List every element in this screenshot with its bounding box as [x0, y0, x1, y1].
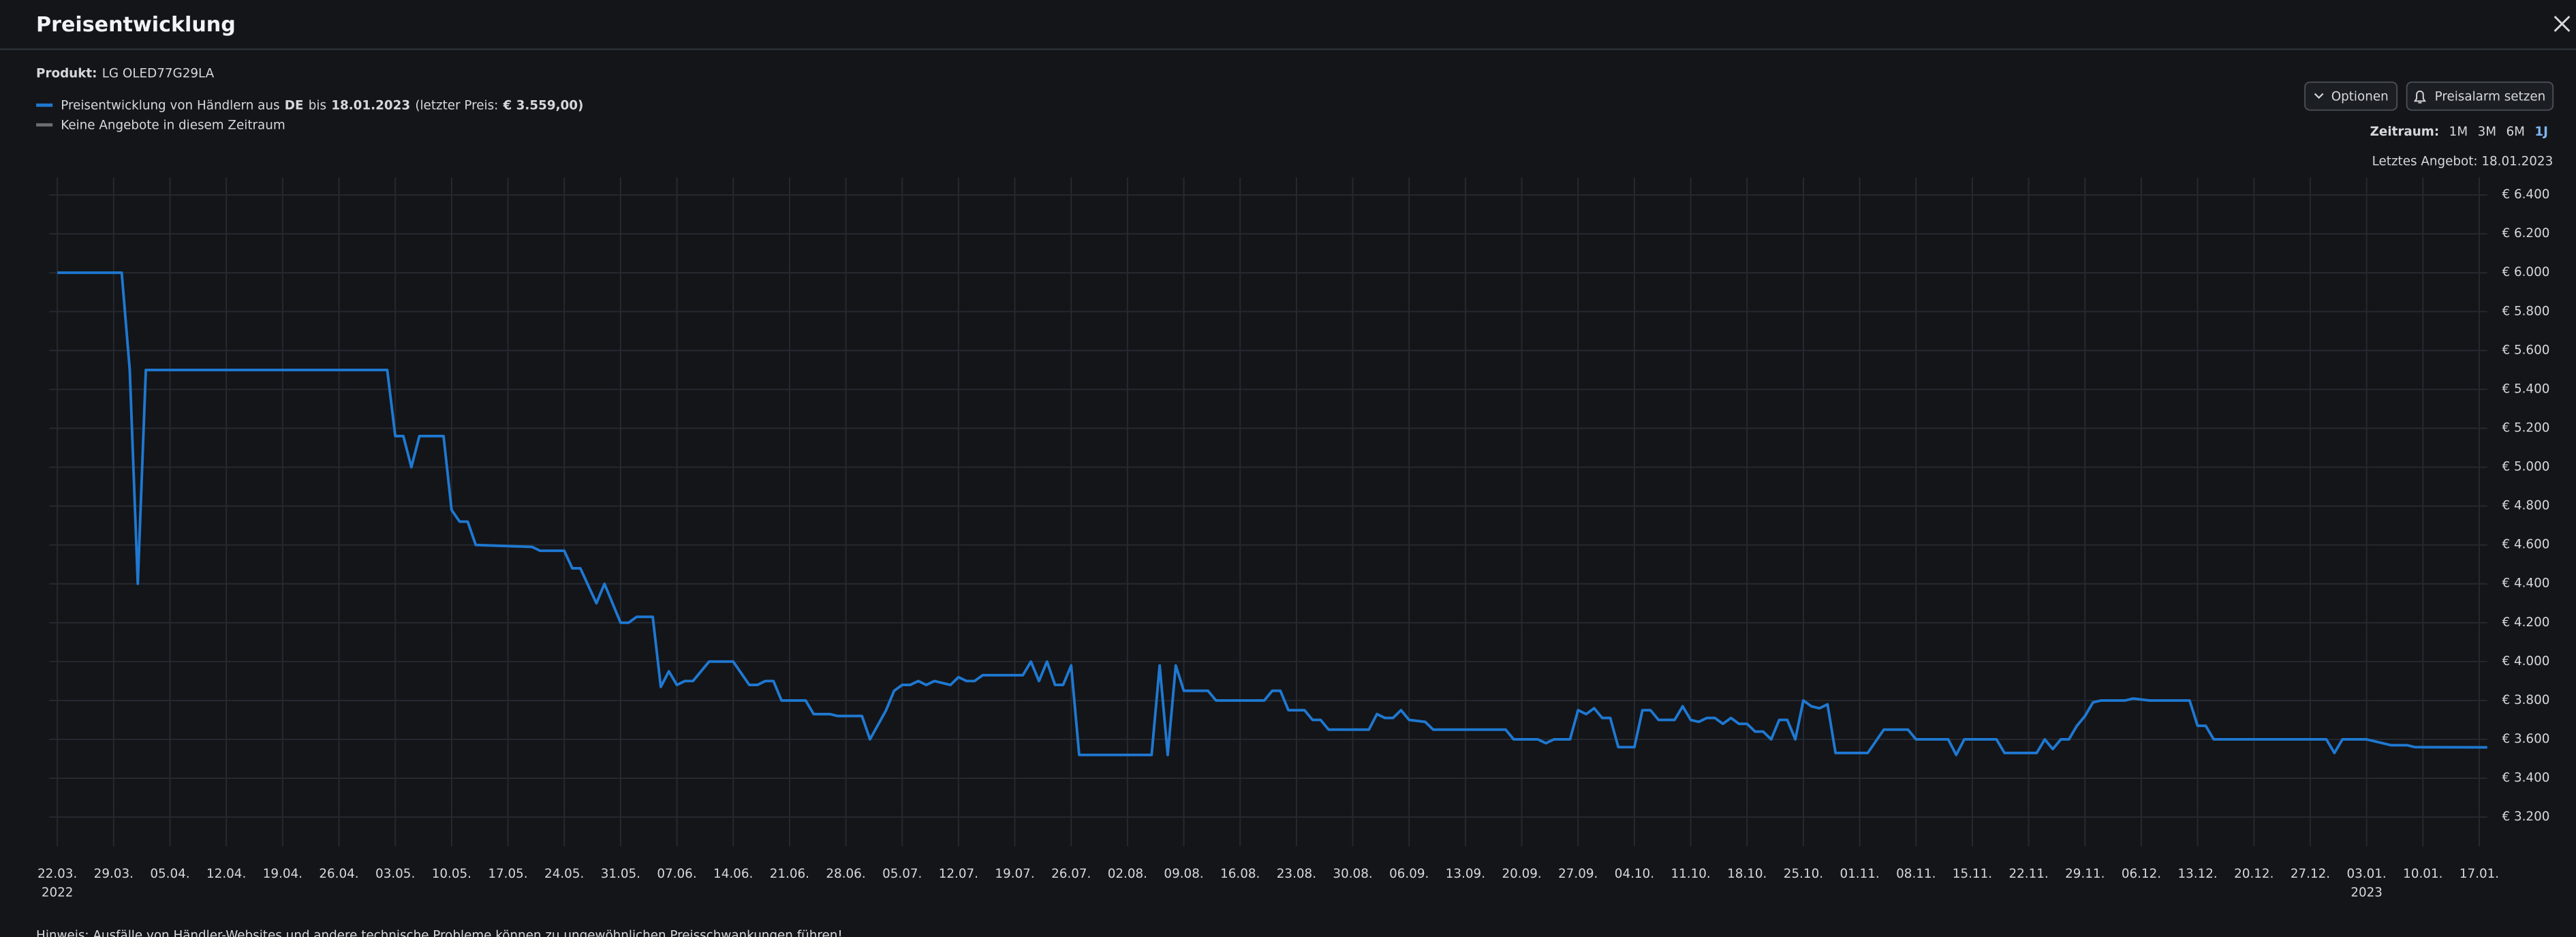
y-tick-label: € 4.200 — [2502, 615, 2549, 630]
legend-detail: € 3.559,00 — [503, 99, 578, 113]
x-tick-label: 10.01. — [2403, 867, 2442, 881]
footer-note: Hinweis: Ausfälle von Händler-Websites u… — [36, 928, 843, 937]
y-tick-label: € 4.800 — [2502, 499, 2549, 513]
x-tick-label: 05.07. — [882, 867, 922, 881]
product-line: Produkt: LG OLED77G29LA — [36, 67, 215, 81]
legend-label: Keine Angebote in diesem Zeitraum — [61, 118, 285, 132]
button-frame[interactable] — [2406, 81, 2554, 111]
product-name: LG OLED77G29LA — [102, 67, 215, 81]
legend-detail: (letzter Preis: — [415, 99, 498, 113]
last-offer: Letztes Angebot: 18.01.2023 — [2372, 155, 2554, 169]
close-button[interactable] — [2554, 16, 2571, 32]
bell-icon[interactable] — [2413, 90, 2426, 104]
y-tick-label: € 3.600 — [2502, 732, 2549, 746]
x-tick-label: 12.07. — [939, 867, 978, 881]
x-tick-label: 26.07. — [1051, 867, 1091, 881]
legend-series-name: Preisentwicklung von Händlern aus — [61, 99, 279, 113]
x-tick-label: 18.10. — [1727, 867, 1767, 881]
button-label[interactable]: Optionen — [2331, 89, 2389, 104]
dialog-title: Preisentwicklung — [36, 13, 236, 37]
legend-detail: ) — [578, 99, 583, 113]
x-tick-label: 22.03. — [37, 867, 77, 881]
x-tick-label: 17.05. — [488, 867, 527, 881]
x-tick-label: 13.12. — [2178, 867, 2218, 881]
y-tick-label: € 6.400 — [2502, 187, 2549, 202]
period-option[interactable]: 1M — [2449, 125, 2468, 139]
x-tick-label: 17.01. — [2459, 867, 2499, 881]
x-tick-label: 05.04. — [150, 867, 189, 881]
close-icon[interactable] — [2554, 16, 2571, 32]
x-tick-label: 13.09. — [1446, 867, 1485, 881]
x-tick-label: 27.12. — [2291, 867, 2330, 881]
y-tick-label: € 5.600 — [2502, 343, 2549, 357]
y-tick-label: € 3.200 — [2502, 810, 2549, 824]
y-tick-label: € 5.400 — [2502, 382, 2549, 396]
x-tick-label: 07.06. — [657, 867, 696, 881]
x-year-label: 2022 — [42, 886, 74, 900]
x-tick-label: 25.10. — [1784, 867, 1823, 881]
x-tick-label: 20.12. — [2234, 867, 2274, 881]
x-tick-label: 22.11. — [2008, 867, 2048, 881]
x-tick-label: 31.05. — [601, 867, 640, 881]
x-tick-label: 24.05. — [544, 867, 584, 881]
x-tick-label: 19.04. — [263, 867, 302, 881]
x-tick-label: 06.12. — [2122, 867, 2161, 881]
y-tick-label: € 5.800 — [2502, 304, 2549, 318]
period-label: Zeitraum: — [2370, 125, 2440, 139]
x-tick-label: 29.03. — [94, 867, 134, 881]
y-tick-label: € 5.200 — [2502, 420, 2549, 435]
period-option[interactable]: 6M — [2507, 125, 2525, 139]
legend-label: Preisentwicklung von Händlern aus DE bis 18… — [61, 99, 583, 113]
x-tick-label: 04.10. — [1615, 867, 1654, 881]
period-option[interactable]: 1J — [2534, 125, 2548, 139]
x-tick-label: 14.06. — [713, 867, 753, 881]
x-tick-label: 28.06. — [826, 867, 865, 881]
price-line — [57, 271, 2487, 756]
x-tick-label: 16.08. — [1220, 867, 1260, 881]
x-tick-label: 19.07. — [995, 867, 1034, 881]
x-tick-label: 30.08. — [1333, 867, 1372, 881]
x-tick-label: 09.08. — [1164, 867, 1203, 881]
x-tick-label: 27.09. — [1558, 867, 1598, 881]
legend-detail: 18.01.2023 — [331, 99, 410, 113]
x-tick-label: 03.01. — [2347, 867, 2387, 881]
x-tick-label: 08.11. — [1896, 867, 1936, 881]
x-tick-label: 23.08. — [1277, 867, 1316, 881]
x-tick-label: 10.05. — [432, 867, 471, 881]
button-frame[interactable] — [2304, 81, 2398, 111]
button-label[interactable]: Preisalarm setzen — [2435, 89, 2546, 104]
product-label: Produkt: — [36, 67, 97, 81]
y-tick-label: € 6.000 — [2502, 265, 2549, 279]
x-tick-label: 15.11. — [1953, 867, 1992, 881]
x-tick-label: 06.09. — [1389, 867, 1429, 881]
legend-detail: bis — [309, 99, 326, 113]
x-tick-label: 26.04. — [319, 867, 358, 881]
y-tick-label: € 6.200 — [2502, 226, 2549, 241]
price-alert-button[interactable]: Preisalarm setzen — [2406, 81, 2554, 111]
x-tick-label: 29.11. — [2065, 867, 2105, 881]
period-selector: Zeitraum: 1M 3M 6M 1J — [2370, 125, 2548, 139]
x-tick-label: 21.06. — [770, 867, 809, 881]
x-tick-label: 20.09. — [1502, 867, 1541, 881]
y-tick-label: € 3.400 — [2502, 771, 2549, 785]
y-tick-label: € 3.800 — [2502, 693, 2549, 707]
x-tick-label: 03.05. — [375, 867, 415, 881]
x-year-label: 2023 — [2350, 886, 2383, 900]
legend-detail: DE — [285, 99, 304, 113]
x-tick-label: 11.10. — [1671, 867, 1710, 881]
y-tick-label: € 5.000 — [2502, 460, 2549, 474]
chevron-icon[interactable] — [2314, 93, 2324, 99]
x-tick-label: 02.08. — [1108, 867, 1147, 881]
x-tick-label: 01.11. — [1840, 867, 1879, 881]
options-button[interactable]: Optionen — [2304, 81, 2398, 111]
x-tick-label: 12.04. — [206, 867, 246, 881]
y-tick-label: € 4.600 — [2502, 538, 2549, 552]
y-tick-label: € 4.400 — [2502, 577, 2549, 591]
y-tick-label: € 4.000 — [2502, 654, 2549, 669]
period-option[interactable]: 3M — [2478, 125, 2496, 139]
